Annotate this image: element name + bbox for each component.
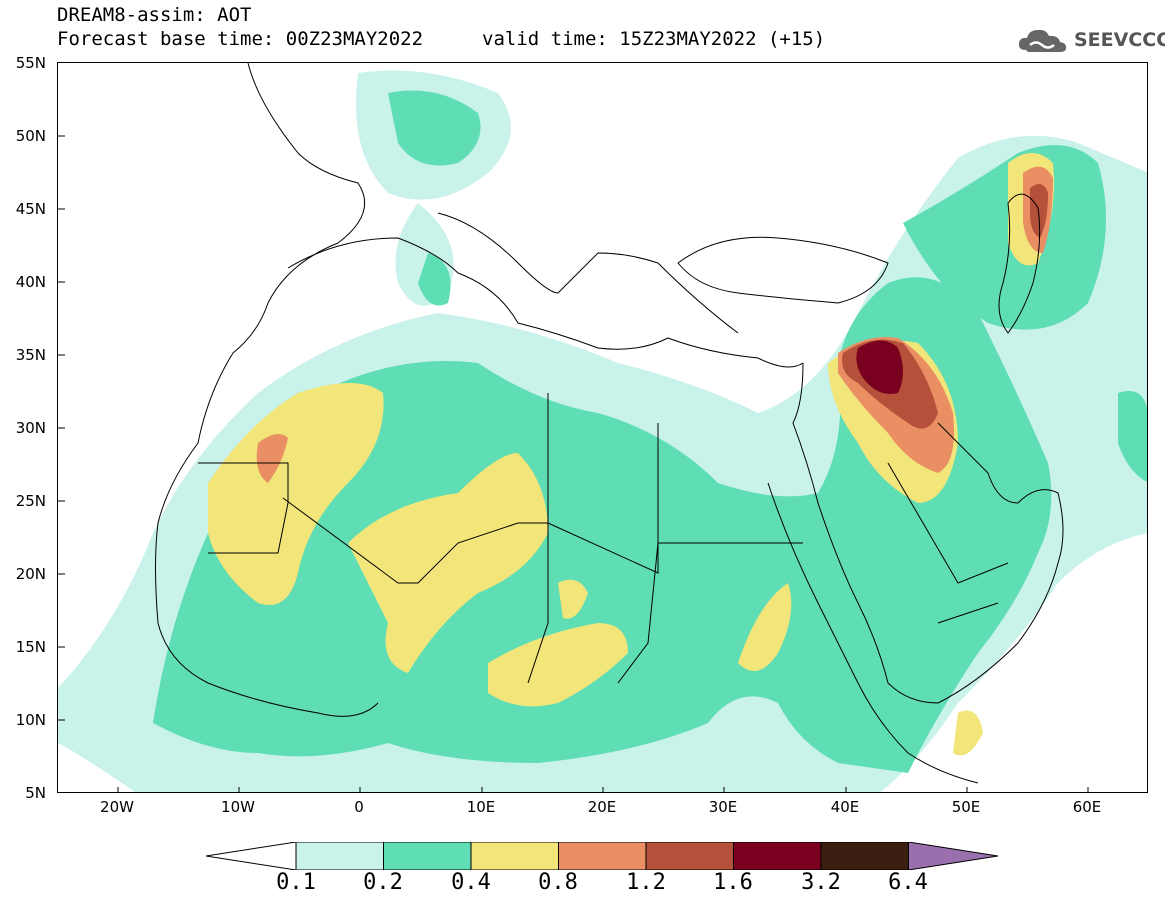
lon-label: 20W xyxy=(100,798,134,816)
aot-contour-0.4 xyxy=(348,453,548,673)
colorbar-label: 0.4 xyxy=(451,870,491,895)
coastline-mediterranean xyxy=(287,237,804,368)
coastline-italy-balkans xyxy=(437,212,739,334)
lon-label: 40E xyxy=(830,798,860,816)
lon-label: 50E xyxy=(951,798,981,816)
colorbar-low-arrow xyxy=(206,842,297,870)
aot-contour-0.4 xyxy=(953,710,983,756)
forecast-base-time: Forecast base time: 00Z23MAY2022 xyxy=(57,28,424,50)
aot-contour-0.4 xyxy=(488,623,628,707)
lat-label: 35N xyxy=(15,346,46,364)
aot-contour-0.4 xyxy=(558,579,588,619)
colorbar-bin-0.2 xyxy=(383,842,472,870)
aot-contour-0.4 xyxy=(738,583,792,671)
lon-label: 30E xyxy=(708,798,738,816)
graticule-ticks xyxy=(58,135,1089,792)
lat-label: 50N xyxy=(15,127,46,145)
lon-label: 0 xyxy=(354,798,364,816)
colorbar-label: 0.8 xyxy=(538,870,578,895)
colorbar-label: 0.2 xyxy=(363,870,403,895)
aot-contour-0.8 xyxy=(256,434,288,483)
aot-contour-1.6 xyxy=(856,340,903,394)
border-sahara-west xyxy=(198,462,289,554)
border-chad-sudan xyxy=(527,523,659,684)
lon-label: 10W xyxy=(221,798,255,816)
colorbar-bin-1.2 xyxy=(645,842,734,870)
colorbar-label: 1.6 xyxy=(713,870,753,895)
colorbar-bin-3.2 xyxy=(820,842,909,870)
border-algeria-mali xyxy=(282,497,548,584)
colorbar-label: 3.2 xyxy=(801,870,841,895)
colorbar-label: 1.2 xyxy=(626,870,666,895)
aot-contour-0.2 xyxy=(903,145,1106,330)
coastline-caspian xyxy=(998,193,1041,334)
valid-time: valid time: 15Z23MAY2022 (+15) xyxy=(482,28,826,50)
lat-label: 40N xyxy=(15,273,46,291)
colorbar-high-arrow xyxy=(908,842,998,870)
aot-map-canvas xyxy=(58,63,1147,792)
coastlines xyxy=(155,63,1064,784)
colorbar-bin-1.6 xyxy=(733,842,822,870)
lon-label: 10E xyxy=(466,798,496,816)
lon-label: 20E xyxy=(587,798,617,816)
logo-text: SEEVCCC xyxy=(1074,29,1165,51)
colorbar-bin-0.1 xyxy=(295,842,384,870)
coastline-red-sea xyxy=(767,482,979,784)
lat-label: 30N xyxy=(15,419,46,437)
lat-label: 45N xyxy=(15,200,46,218)
lat-label: 25N xyxy=(15,492,46,510)
lat-label: 20N xyxy=(15,565,46,583)
seevccc-logo: SEEVCCC xyxy=(1016,24,1165,56)
map-title: DREAM8-assim: AOT xyxy=(57,4,252,26)
cloud-icon xyxy=(1018,29,1067,52)
colorbar-bin-0.8 xyxy=(558,842,647,870)
lat-label: 55N xyxy=(15,54,46,72)
lon-label: 60E xyxy=(1072,798,1102,816)
aot-contour-0.2 xyxy=(418,253,451,306)
aot-contour-0.4 xyxy=(208,383,384,605)
colorbar xyxy=(206,842,998,870)
aot-map xyxy=(57,62,1148,793)
border-arabia-interior xyxy=(887,462,1009,624)
lat-label: 5N xyxy=(25,784,46,802)
aot-contour-0.2 xyxy=(1118,391,1147,482)
lat-label: 10N xyxy=(15,711,46,729)
lat-label: 15N xyxy=(15,638,46,656)
coastline-europe-africa xyxy=(155,63,379,717)
coastline-black-sea xyxy=(677,236,889,304)
colorbar-bin-0.4 xyxy=(470,842,559,870)
aot-shading xyxy=(58,70,1147,792)
aot-contour-1.2 xyxy=(1030,184,1048,238)
aot-contour-0.2 xyxy=(388,90,481,166)
coastline-levant-arabia xyxy=(792,362,1064,704)
colorbar-label: 0.1 xyxy=(276,870,316,895)
colorbar-label: 6.4 xyxy=(888,870,928,895)
